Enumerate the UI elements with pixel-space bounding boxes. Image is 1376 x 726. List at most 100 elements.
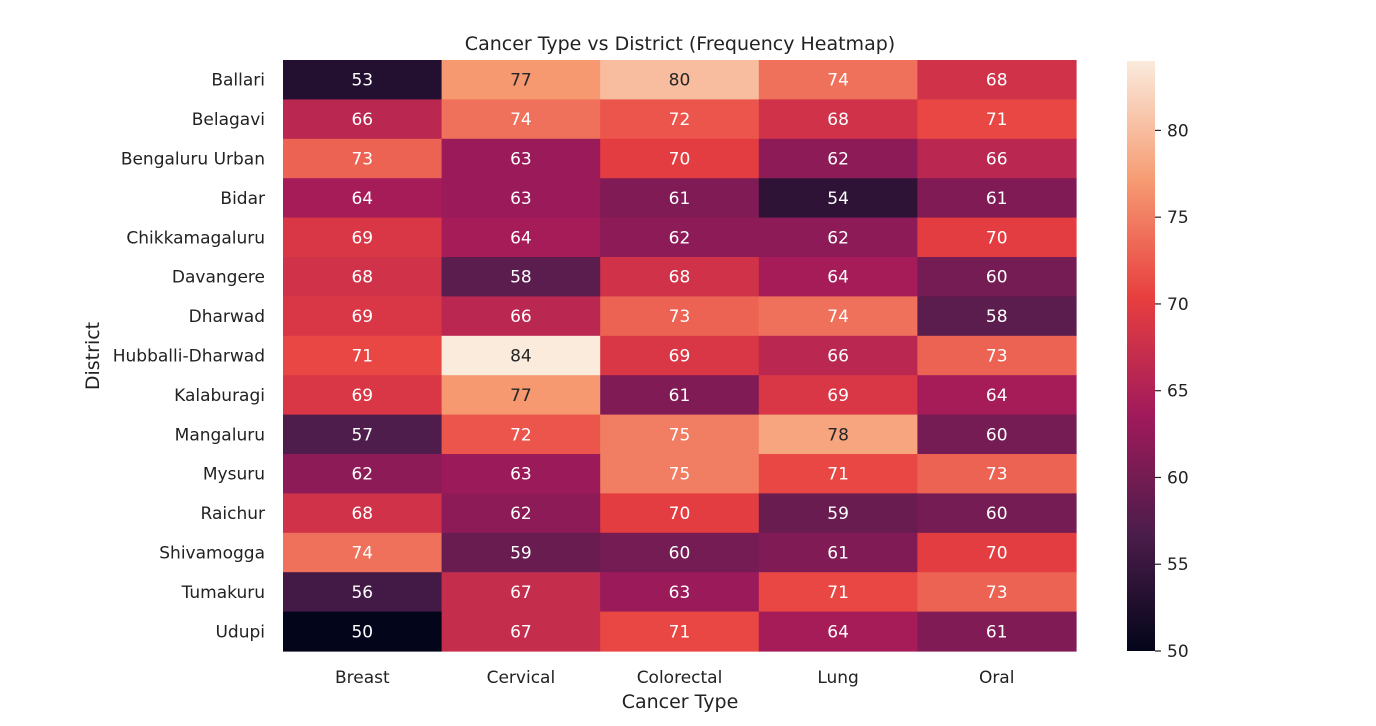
heatmap-cell xyxy=(917,217,1077,258)
y-tick-label: Shivamogga xyxy=(159,544,265,564)
cell-value-label: 68 xyxy=(351,268,373,288)
heatmap-cell xyxy=(917,257,1077,297)
heatmap-cell xyxy=(600,178,760,219)
x-axis-label: Cancer Type xyxy=(622,691,739,713)
cell-value-label: 60 xyxy=(986,425,1008,445)
colorbar-tick-label: 65 xyxy=(1167,382,1189,402)
cell-value-label: 66 xyxy=(351,110,373,130)
colorbar-ticks: 50 55 60 65 70 75 80 xyxy=(1155,121,1189,662)
cell-value-label: 71 xyxy=(351,347,373,367)
y-tick-label: Ballari xyxy=(211,71,265,91)
heatmap-cell xyxy=(283,178,443,219)
cell-value-label: 73 xyxy=(986,347,1008,367)
chart-title: Cancer Type vs District (Frequency Heatm… xyxy=(465,33,895,55)
cell-value-label: 70 xyxy=(669,150,691,170)
cell-value-label: 74 xyxy=(510,110,532,130)
heatmap-cell xyxy=(283,454,443,494)
cell-value-label: 80 xyxy=(669,71,691,91)
heatmap-cell xyxy=(917,493,1077,534)
cell-value-label: 64 xyxy=(827,268,849,288)
heatmap-cell xyxy=(917,99,1077,140)
heatmap-cell xyxy=(758,296,918,337)
heatmap-cell xyxy=(283,296,443,337)
x-tick-label: Oral xyxy=(979,668,1015,688)
heatmap-cell xyxy=(441,138,601,179)
cell-value-label: 62 xyxy=(510,504,532,524)
heatmap-cell xyxy=(758,257,918,297)
heatmap-cell xyxy=(441,414,601,455)
heatmap-cell xyxy=(600,217,760,258)
cell-value-label: 63 xyxy=(510,465,532,485)
cell-value-label: 77 xyxy=(510,386,532,406)
heatmap-cell xyxy=(283,257,443,297)
heatmap-cell xyxy=(441,217,601,258)
cell-value-label: 74 xyxy=(827,307,849,327)
y-tick-label: Dharwad xyxy=(189,307,265,327)
heatmap-cell xyxy=(600,611,760,652)
cell-value-label: 60 xyxy=(669,544,691,564)
heatmap-cell xyxy=(917,572,1077,613)
heatmap-cell xyxy=(600,454,760,494)
x-tick-label: Lung xyxy=(817,668,859,688)
cell-value-label: 63 xyxy=(510,150,532,170)
cell-value-label: 70 xyxy=(669,504,691,524)
heatmap-cell xyxy=(600,532,760,573)
heatmap-cell xyxy=(441,375,601,416)
heatmap-cell xyxy=(917,454,1077,494)
heatmap-cell xyxy=(600,414,760,455)
x-tick-label: Breast xyxy=(335,668,390,688)
cell-value-label: 69 xyxy=(827,386,849,406)
cell-value-label: 62 xyxy=(351,465,373,485)
cell-value-label: 84 xyxy=(510,347,532,367)
heatmap-cell xyxy=(283,60,443,100)
cell-value-label: 64 xyxy=(351,189,373,209)
heatmap-cell xyxy=(600,375,760,416)
x-tick-label: Colorectal xyxy=(637,668,723,688)
y-tick-label: Mangaluru xyxy=(175,425,265,445)
cell-value-label: 73 xyxy=(986,583,1008,603)
heatmap-cell xyxy=(600,335,760,376)
cell-value-label: 67 xyxy=(510,583,532,603)
cell-value-label: 78 xyxy=(827,425,849,445)
x-tick-label: Cervical xyxy=(487,668,556,688)
cell-value-label: 61 xyxy=(669,386,691,406)
heatmap-cell xyxy=(917,296,1077,337)
y-tick-label: Hubballi-Dharwad xyxy=(113,347,265,367)
heatmap-cell xyxy=(283,493,443,534)
cell-value-label: 61 xyxy=(827,544,849,564)
heatmap-cell xyxy=(283,335,443,376)
heatmap-cell xyxy=(917,375,1077,416)
cell-value-label: 58 xyxy=(986,307,1008,327)
heatmap-cell xyxy=(758,217,918,258)
cell-value-label: 66 xyxy=(827,347,849,367)
cell-value-label: 71 xyxy=(986,110,1008,130)
cell-value-label: 62 xyxy=(669,228,691,248)
heatmap-cell xyxy=(283,532,443,573)
cell-value-label: 62 xyxy=(827,228,849,248)
heatmap-cell xyxy=(600,493,760,534)
heatmap-cell xyxy=(917,60,1077,100)
heatmap-cell xyxy=(441,60,601,100)
heatmap-cell xyxy=(283,99,443,140)
cell-value-label: 64 xyxy=(827,622,849,642)
heatmap-cell xyxy=(283,138,443,179)
colorbar-tick-label: 60 xyxy=(1167,468,1189,488)
heatmap-cell xyxy=(917,611,1077,652)
heatmap-cell xyxy=(917,178,1077,219)
heatmap-cell xyxy=(758,375,918,416)
heatmap-cell xyxy=(600,138,760,179)
cell-value-label: 61 xyxy=(986,622,1008,642)
heatmap-cell xyxy=(758,335,918,376)
cell-value-label: 74 xyxy=(351,544,373,564)
heatmap-cell xyxy=(758,454,918,494)
heatmap-cell xyxy=(758,611,918,652)
heatmap-cell xyxy=(917,532,1077,573)
y-axis-label: District xyxy=(82,322,104,390)
heatmap-cell xyxy=(600,60,760,100)
colorbar xyxy=(1127,61,1155,651)
cell-value-label: 70 xyxy=(986,544,1008,564)
colorbar-tick-label: 80 xyxy=(1167,121,1189,141)
heatmap-cell xyxy=(441,296,601,337)
cell-value-label: 66 xyxy=(510,307,532,327)
